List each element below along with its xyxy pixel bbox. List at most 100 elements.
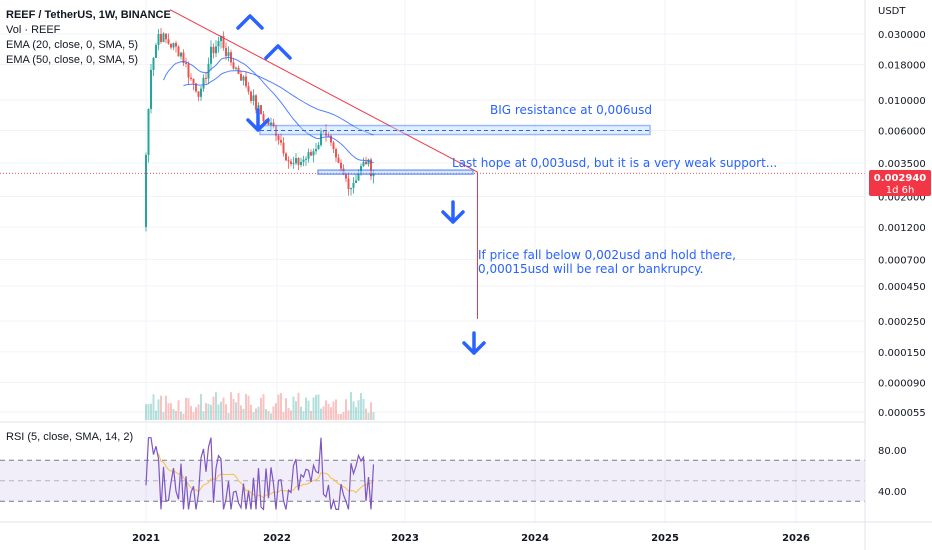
volume-bar	[165, 395, 167, 420]
volume-bar	[357, 400, 360, 420]
price-candle	[147, 108, 150, 155]
price-candle	[162, 33, 165, 42]
volume-bar	[147, 403, 150, 420]
volume-bar	[220, 401, 222, 420]
price-candle	[157, 33, 160, 45]
price-candle	[292, 163, 295, 165]
last-price-value: 0.002940	[874, 173, 927, 184]
price-candle	[300, 162, 302, 165]
volume-bar	[287, 407, 290, 420]
price-tick-label: 0.000700	[878, 255, 926, 266]
volume-bar	[197, 404, 200, 420]
legend-symbol[interactable]: REEF / TetherUS, 1W, BINANCE	[6, 9, 171, 21]
volume-bar	[302, 411, 305, 420]
legend-rsi[interactable]: RSI (5, close, SMA, 14, 2)	[6, 431, 134, 443]
volume-bar	[317, 394, 320, 420]
price-candle	[217, 41, 220, 47]
price-candle	[165, 33, 167, 40]
price-candle	[240, 73, 242, 81]
volume-bar	[267, 411, 270, 420]
support-zone	[317, 169, 474, 175]
volume-bar	[297, 392, 300, 420]
volume-bar	[262, 394, 265, 420]
down-arrow-icon	[441, 200, 465, 224]
volume-bar	[332, 401, 335, 420]
price-candle	[207, 63, 210, 79]
price-candle	[170, 43, 172, 48]
price-candle	[175, 42, 177, 47]
price-candle	[160, 33, 162, 42]
price-candle	[272, 122, 275, 127]
grid-lines	[0, 0, 865, 522]
volume-bar	[307, 400, 310, 420]
price-candle	[210, 46, 212, 64]
volume-bar	[325, 400, 327, 420]
volume-bar	[285, 398, 287, 420]
volume-bar	[292, 396, 295, 420]
price-candle	[205, 77, 207, 79]
rsi-line	[145, 437, 375, 511]
support-annotation: Last hope at 0,003usd, but it is a very …	[452, 156, 777, 170]
volume-bar	[190, 406, 192, 420]
price-candle	[325, 130, 327, 136]
legend-volume[interactable]: Vol · REEF	[6, 24, 61, 36]
volume-bar	[167, 403, 170, 420]
volume-bar	[327, 403, 330, 420]
price-candle	[332, 142, 335, 150]
price-tick-label: 0.000150	[878, 348, 926, 359]
price-candle	[362, 161, 365, 167]
price-candle	[302, 159, 305, 163]
volume-bar	[247, 395, 250, 420]
price-candle	[195, 83, 197, 92]
price-candle	[235, 67, 237, 69]
time-tick-label: 2025	[651, 533, 679, 544]
price-candle	[312, 151, 315, 156]
volume-bar	[180, 411, 182, 420]
chart-drawings	[0, 9, 865, 355]
price-tick-label: 0.000450	[878, 282, 926, 293]
price-candle	[290, 161, 292, 165]
price-candle	[197, 91, 200, 97]
volume-bar	[330, 407, 332, 420]
volume-bar	[242, 408, 245, 420]
legend-ema20[interactable]: EMA (20, close, 0, SMA, 5)	[6, 39, 139, 51]
price-candle	[227, 52, 230, 57]
price-candle	[215, 46, 217, 54]
volume-bar	[320, 408, 322, 420]
price-candle	[247, 86, 250, 92]
price-candle	[327, 135, 330, 137]
price-candle	[202, 77, 205, 89]
volume-bar	[225, 404, 227, 420]
price-candle	[355, 180, 357, 183]
price-candle	[352, 182, 355, 188]
price-candle	[257, 105, 260, 110]
price-axis-unit: USDT	[878, 6, 906, 17]
price-candle	[252, 95, 255, 102]
price-candle	[152, 57, 155, 70]
price-candle	[335, 149, 337, 158]
volume-bar	[160, 395, 162, 420]
volume-bar	[290, 410, 292, 420]
volume-bar	[222, 397, 225, 420]
scenario-annotation-line2: 0,00015usd will be real or bankrupcy.	[478, 262, 704, 276]
price-candle	[185, 62, 187, 64]
price-candle	[277, 135, 280, 141]
volume-bar	[310, 410, 312, 420]
volume-bar	[347, 410, 350, 420]
volume-bar	[370, 402, 372, 420]
volume-bar	[345, 399, 347, 420]
volume-bar	[185, 397, 187, 420]
volume-bar	[175, 410, 177, 420]
volume-bar	[237, 392, 240, 420]
time-tick-label: 2024	[521, 533, 549, 544]
price-tick-label: 0.010000	[878, 96, 926, 107]
volume-bar	[322, 406, 325, 420]
volume-bars	[145, 392, 375, 420]
volume-bar	[282, 412, 285, 420]
volume-bar	[362, 399, 365, 420]
legend-ema50[interactable]: EMA (50, close, 0, SMA, 5)	[6, 54, 139, 66]
price-candle	[180, 52, 182, 57]
volume-bar	[217, 404, 220, 420]
